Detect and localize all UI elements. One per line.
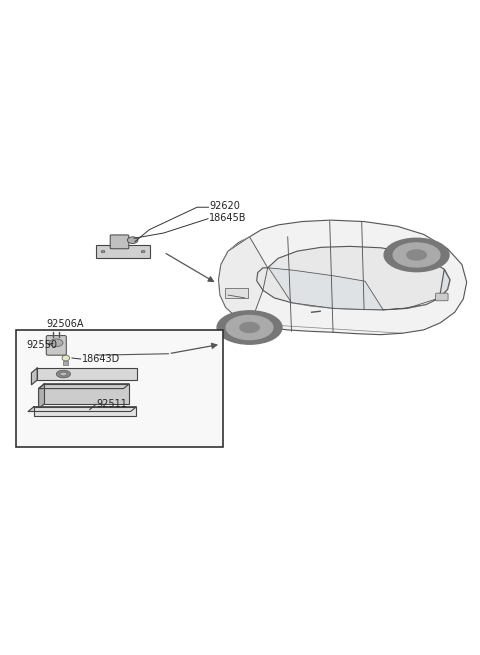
FancyBboxPatch shape: [46, 335, 66, 355]
Text: 92620: 92620: [209, 201, 240, 211]
Ellipse shape: [141, 250, 145, 253]
Ellipse shape: [101, 250, 105, 253]
Polygon shape: [257, 246, 450, 310]
Bar: [37, 368, 137, 380]
Ellipse shape: [393, 243, 440, 267]
Bar: [63, 361, 68, 365]
Bar: [225, 288, 248, 298]
Polygon shape: [218, 220, 467, 335]
Polygon shape: [269, 268, 383, 310]
Ellipse shape: [226, 316, 273, 339]
Text: 18645B: 18645B: [209, 213, 247, 223]
Ellipse shape: [60, 372, 67, 376]
Ellipse shape: [407, 250, 426, 260]
Text: 18643D: 18643D: [82, 354, 120, 364]
Text: 92550: 92550: [26, 340, 57, 350]
Polygon shape: [38, 384, 129, 388]
Polygon shape: [440, 269, 450, 298]
Bar: [44, 384, 129, 404]
Polygon shape: [38, 384, 44, 409]
Ellipse shape: [56, 370, 71, 378]
Text: 92506A: 92506A: [47, 319, 84, 329]
FancyBboxPatch shape: [96, 246, 150, 258]
Polygon shape: [28, 407, 136, 411]
Ellipse shape: [384, 238, 449, 272]
Bar: [34, 407, 136, 417]
Polygon shape: [218, 237, 268, 324]
FancyBboxPatch shape: [436, 293, 448, 301]
Polygon shape: [32, 368, 37, 384]
Ellipse shape: [240, 322, 259, 333]
FancyBboxPatch shape: [110, 235, 129, 249]
Ellipse shape: [49, 339, 63, 346]
Polygon shape: [383, 298, 440, 310]
Ellipse shape: [62, 355, 70, 361]
Ellipse shape: [217, 310, 282, 345]
Ellipse shape: [127, 237, 138, 244]
Text: 92511: 92511: [97, 399, 128, 409]
Bar: [16, 330, 223, 447]
